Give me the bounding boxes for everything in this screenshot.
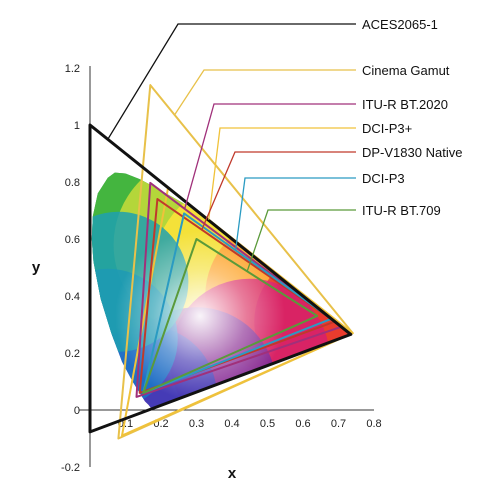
legend-entry: Cinema Gamut bbox=[362, 63, 450, 78]
x-tick-label: 0.6 bbox=[295, 418, 310, 430]
legend-entry: ITU-R BT.709 bbox=[362, 203, 441, 218]
x-tick-label: 0.5 bbox=[260, 418, 275, 430]
y-tick-label: 0.6 bbox=[65, 234, 80, 246]
white-point-glow bbox=[115, 230, 286, 401]
y-tick-label: 0.8 bbox=[65, 177, 80, 189]
spectral-locus-area bbox=[91, 172, 351, 409]
legend-leader-line bbox=[208, 127, 356, 220]
legend-leader-line bbox=[107, 23, 356, 140]
x-axis-label: x bbox=[228, 465, 237, 482]
x-tick-label: 0.4 bbox=[224, 418, 239, 430]
gamut-triangle-itu-r-bt-709 bbox=[142, 238, 319, 394]
tick-labels: 0.1 0.2 0.3 0.4 0.5 0.6 0.7 0.8-0.200.20.40.60.… bbox=[61, 63, 382, 474]
legend-leader-line bbox=[234, 177, 356, 251]
gamut-triangle-aces2065-1 bbox=[88, 123, 353, 434]
y-axis-label: y bbox=[32, 259, 41, 276]
x-tick-label: 0.3 bbox=[189, 418, 204, 430]
legend-leader-line bbox=[201, 151, 356, 230]
y-tick-label: 0 bbox=[74, 405, 80, 417]
legend-entry: ACES2065-1 bbox=[362, 17, 438, 32]
legend-entry: DP-V1830 Native bbox=[362, 145, 462, 160]
legend-leader-line bbox=[174, 69, 356, 116]
legend-entry: DCI-P3 bbox=[362, 171, 405, 186]
y-tick-label: -0.2 bbox=[61, 462, 80, 474]
y-tick-label: 0.2 bbox=[65, 348, 80, 360]
gamut-triangle-itu-r-bt-2020 bbox=[135, 181, 343, 398]
legend-leader-line bbox=[184, 103, 356, 209]
y-tick-label: 1 bbox=[74, 120, 80, 132]
x-tick-label: 0.7 bbox=[331, 418, 346, 430]
gamut-triangle-dp-v1830-native bbox=[138, 198, 336, 394]
legend-entry: ITU-R BT.2020 bbox=[362, 97, 448, 112]
legend-leader-line bbox=[246, 209, 356, 272]
gamut-triangles bbox=[88, 84, 354, 440]
gamut-triangle-dci-p3 bbox=[142, 212, 333, 394]
y-tick-label: 0.4 bbox=[65, 291, 80, 303]
y-tick-label: 1.2 bbox=[65, 63, 80, 75]
legend: ACES2065-1 Cinema Gamut ITU-R BT.2020 DCI-P… bbox=[107, 17, 462, 272]
legend-entry: DCI-P3+ bbox=[362, 121, 412, 136]
x-tick-label: 0.8 bbox=[366, 418, 381, 430]
